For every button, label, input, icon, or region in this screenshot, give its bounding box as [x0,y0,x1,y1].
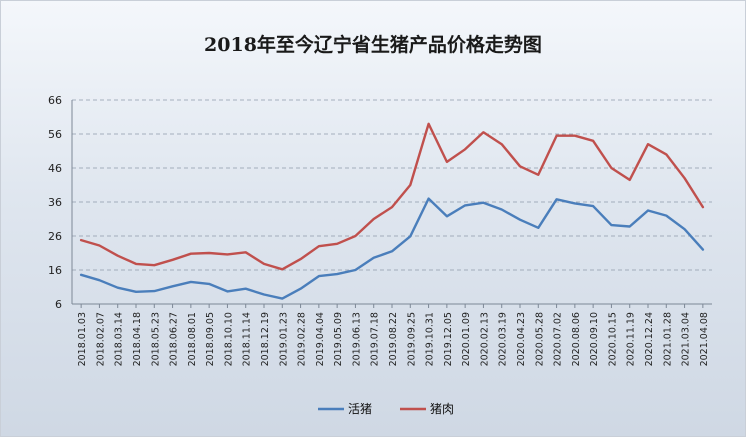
x-tick-label: 2020.01.09 [461,312,472,366]
x-tick-label: 2019.08.22 [388,312,399,366]
x-tick-label: 2019.10.31 [425,312,436,366]
x-tick-label: 2018.08.01 [187,312,198,366]
y-tick-label: 56 [48,128,62,141]
y-tick-label: 16 [48,264,62,277]
legend: 活猪 猪肉 [318,402,454,416]
x-tick-label: 2019.09.25 [406,312,417,366]
x-tick-label: 2021.04.08 [699,312,710,366]
series-lines [79,122,705,300]
chart-title: 2018年至今辽宁省生猪产品价格走势图 [204,34,542,56]
x-tick-label: 2020.11.19 [626,312,637,366]
x-tick-label: 2018.02.07 [95,312,106,366]
x-tick-label: 2020.02.13 [479,312,490,366]
x-tick-label: 2018.11.14 [242,312,253,366]
x-tick-label: 2020.09.10 [589,312,600,366]
x-tick-label: 2020.08.06 [571,312,582,366]
y-tick-label: 36 [48,196,62,209]
x-tick-label: 2018.05.23 [150,312,161,366]
x-tick-label: 2019.05.09 [333,312,344,366]
x-tick-label: 2018.10.10 [223,312,234,366]
x-tick-label: 2018.09.05 [205,312,216,366]
y-axis: 6 16 26 36 46 56 66 [48,94,712,311]
x-tick-label: 2020.07.02 [553,312,564,366]
y-tick-label: 6 [55,298,62,311]
x-axis: 2018.01.03 2018.02.07 2018.03.14 2018.04.18… [77,304,710,366]
grid-lines [72,99,712,271]
x-tick-label: 2020.03.19 [498,312,509,366]
x-tick-label: 2020.12.24 [644,312,655,366]
x-tick-label: 2020.05.28 [534,312,545,366]
x-tick-label: 2018.03.14 [114,312,125,366]
y-tick-label: 26 [48,230,62,243]
x-tick-label: 2018.12.19 [260,312,271,366]
legend-label: 活猪 [348,402,372,416]
x-tick-label: 2019.02.28 [297,312,308,366]
x-tick-label: 2018.01.03 [77,312,88,366]
legend-label: 猪肉 [430,402,454,416]
x-tick-label: 2020.10.15 [607,312,618,366]
x-tick-label: 2019.07.18 [370,312,381,366]
x-tick-label: 2020.04.23 [516,312,527,366]
y-tick-label: 66 [48,94,62,107]
x-tick-label: 2021.01.28 [662,312,673,366]
series-line-1 [79,197,705,300]
x-tick-label: 2018.06.27 [169,312,180,366]
y-tick-label: 46 [48,162,62,175]
x-tick-label: 2019.06.13 [351,312,362,366]
x-tick-label: 2019.01.23 [278,312,289,366]
x-tick-label: 2019.04.04 [315,312,326,366]
series-line-2 [79,122,705,271]
x-tick-label: 2021.03.04 [681,312,692,366]
x-tick-label: 2018.04.18 [132,312,143,366]
x-tick-label: 2019.12.05 [443,312,454,366]
